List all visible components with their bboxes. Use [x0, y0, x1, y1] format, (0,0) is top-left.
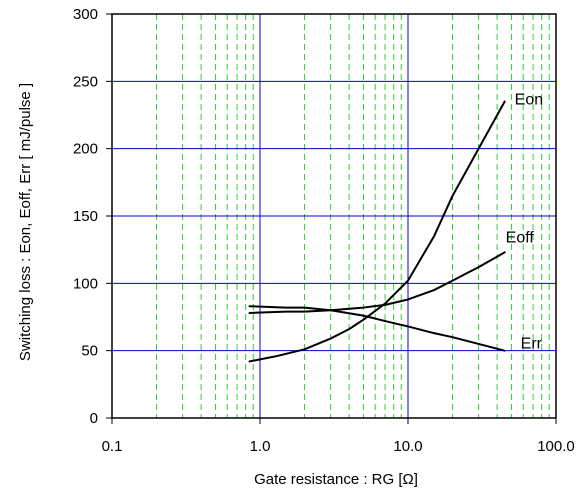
series-err-line: [248, 305, 506, 352]
x-tick-label: 100.0: [537, 438, 575, 455]
y-axis-label: Switching loss : Eon, Eoff, Err [ mJ/pul…: [17, 83, 34, 361]
x-tick-label: 1.0: [250, 438, 271, 455]
series-label-eon: Eon: [515, 92, 543, 109]
x-axis-label: Gate resistance : RG [Ω]: [254, 471, 418, 488]
y-tick-label: 100: [73, 275, 98, 292]
y-tick-label: 0: [90, 410, 98, 427]
grid-layer: [112, 14, 556, 418]
axes-layer: [106, 13, 557, 424]
y-tick-label: 150: [73, 208, 98, 225]
y-tick-label: 200: [73, 141, 98, 158]
labels-layer: 0 50 100 150 200 250 300 0.1 1.0 10.0 100.0 Eon Eoff…: [73, 6, 575, 455]
x-tick-label: 10.0: [393, 438, 422, 455]
series-eoff-line: [248, 251, 506, 314]
series-layer: [248, 100, 506, 363]
y-tick-label: 250: [73, 73, 98, 90]
y-tick-label: 300: [73, 6, 98, 23]
series-label-err: Err: [521, 336, 543, 353]
x-tick-label: 0.1: [102, 438, 123, 455]
series-label-eoff: Eoff: [506, 229, 535, 246]
y-tick-label: 50: [81, 343, 98, 360]
series-eon-line: [248, 100, 506, 363]
